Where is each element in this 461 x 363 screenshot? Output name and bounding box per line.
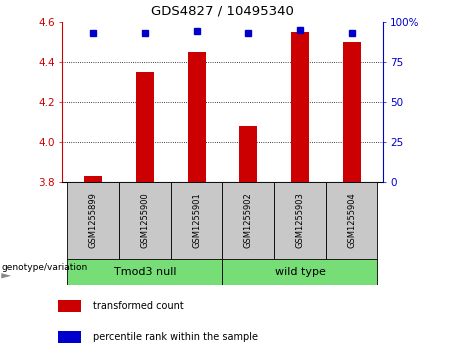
Bar bbox=[291, 32, 309, 182]
Text: percentile rank within the sample: percentile rank within the sample bbox=[93, 332, 258, 342]
Bar bbox=[171, 182, 223, 260]
Text: Tmod3 null: Tmod3 null bbox=[114, 267, 176, 277]
Bar bbox=[136, 72, 154, 182]
Bar bbox=[223, 259, 378, 285]
Text: GSM1255902: GSM1255902 bbox=[244, 193, 253, 248]
Bar bbox=[274, 182, 326, 260]
Bar bbox=[84, 175, 102, 182]
Bar bbox=[343, 42, 361, 182]
Bar bbox=[67, 182, 119, 260]
Bar bbox=[239, 126, 257, 182]
Text: GSM1255900: GSM1255900 bbox=[141, 193, 149, 248]
Text: transformed count: transformed count bbox=[93, 301, 184, 311]
Bar bbox=[326, 182, 378, 260]
Bar bbox=[67, 259, 223, 285]
Text: GSM1255904: GSM1255904 bbox=[347, 193, 356, 248]
Bar bbox=[119, 182, 171, 260]
Polygon shape bbox=[1, 273, 11, 278]
Bar bbox=[58, 331, 81, 343]
Text: GSM1255899: GSM1255899 bbox=[89, 193, 98, 248]
Bar bbox=[223, 182, 274, 260]
Text: genotype/variation: genotype/variation bbox=[1, 264, 88, 273]
Bar bbox=[188, 52, 206, 182]
Title: GDS4827 / 10495340: GDS4827 / 10495340 bbox=[151, 5, 294, 18]
Bar bbox=[58, 300, 81, 312]
Text: wild type: wild type bbox=[274, 267, 325, 277]
Text: GSM1255903: GSM1255903 bbox=[296, 193, 304, 248]
Text: GSM1255901: GSM1255901 bbox=[192, 193, 201, 248]
